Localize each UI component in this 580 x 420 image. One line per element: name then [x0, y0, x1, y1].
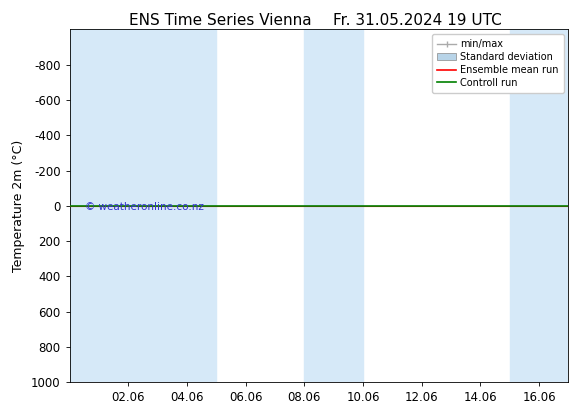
Text: Fr. 31.05.2024 19 UTC: Fr. 31.05.2024 19 UTC — [334, 13, 502, 28]
Bar — [158, 29, 216, 382]
Bar — [510, 29, 568, 382]
Y-axis label: Temperature 2m (°C): Temperature 2m (°C) — [12, 140, 26, 272]
Text: ENS Time Series Vienna: ENS Time Series Vienna — [129, 13, 311, 28]
Text: © weatheronline.co.nz: © weatheronline.co.nz — [85, 202, 204, 212]
Legend: min/max, Standard deviation, Ensemble mean run, Controll run: min/max, Standard deviation, Ensemble me… — [432, 34, 564, 93]
Bar — [304, 29, 363, 382]
Bar — [70, 29, 158, 382]
